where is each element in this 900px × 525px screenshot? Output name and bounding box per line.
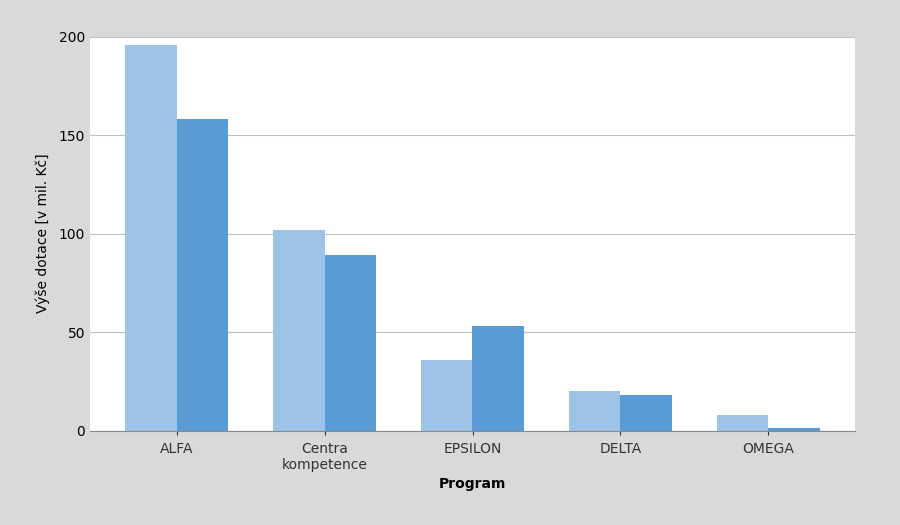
Bar [325,255,376,430]
X-axis label: Program: Program [439,477,506,491]
Bar [176,120,229,430]
Bar [472,326,525,430]
Bar [620,395,672,430]
Bar [420,360,472,430]
Bar [273,230,325,430]
Bar [769,427,820,430]
Y-axis label: Výše dotace [v mil. Kč]: Výše dotace [v mil. Kč] [36,154,50,313]
Bar [569,391,620,430]
Bar [125,45,176,430]
Bar [716,415,769,430]
